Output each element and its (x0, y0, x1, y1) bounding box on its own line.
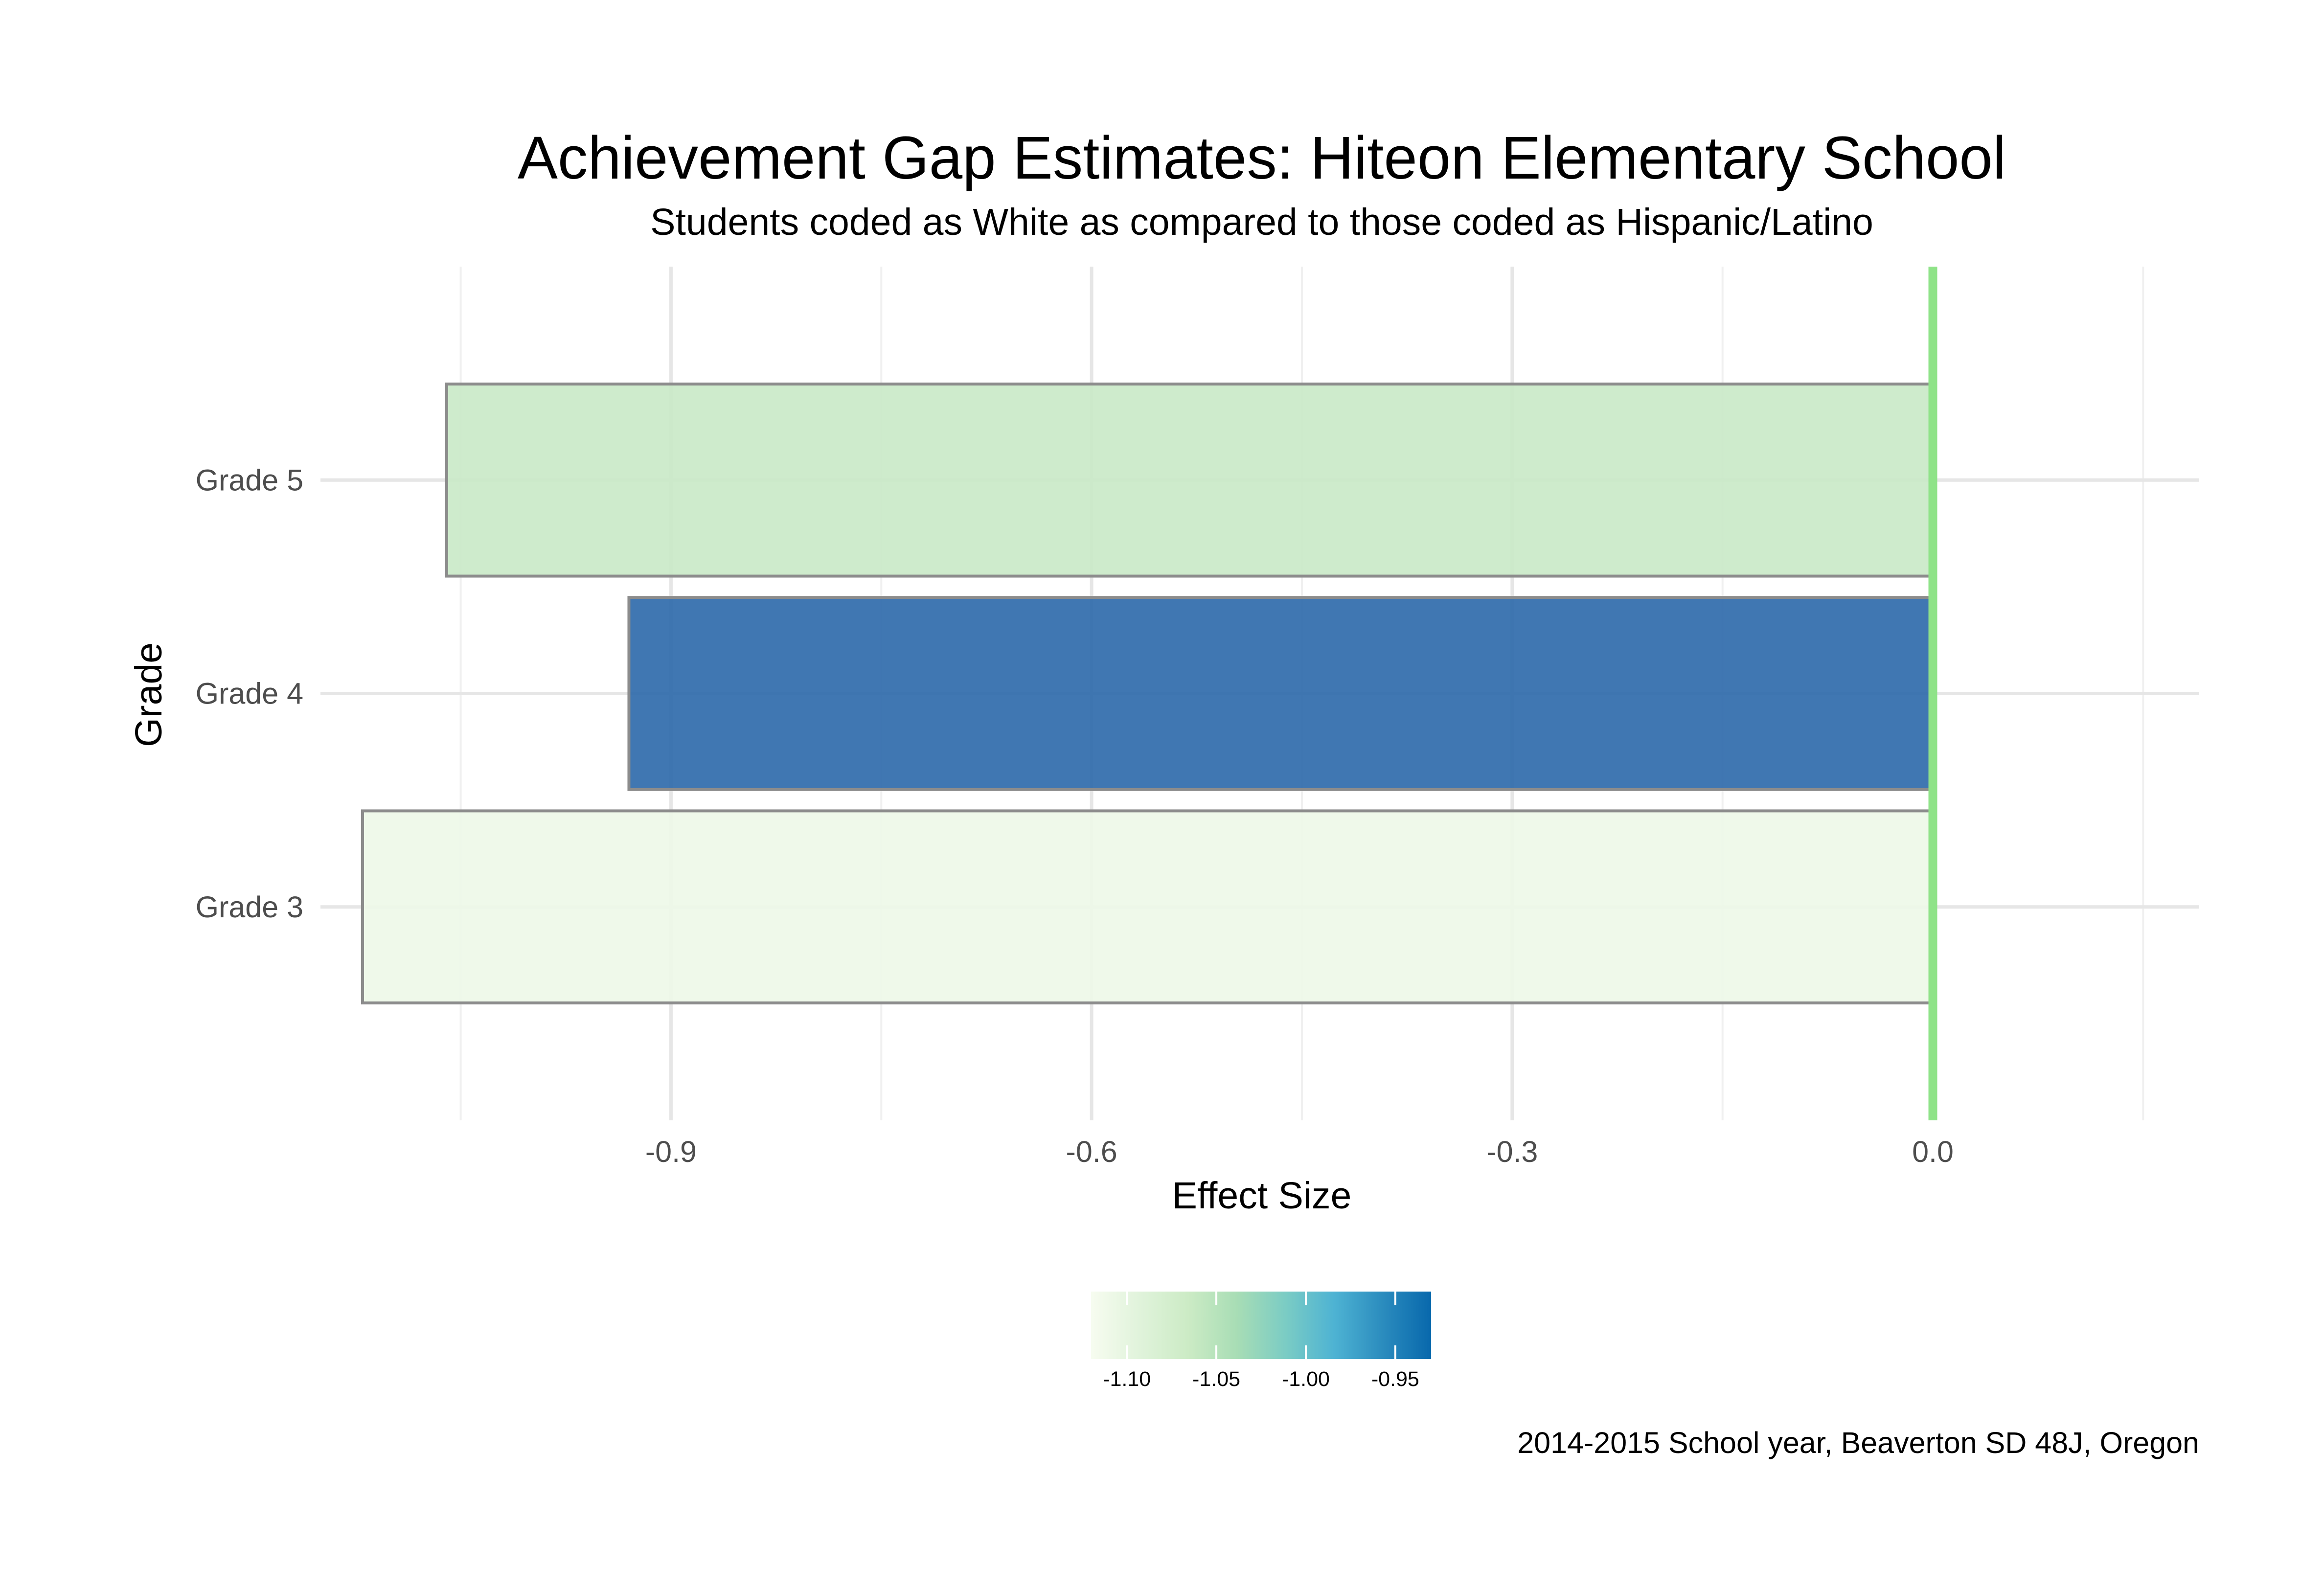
chart-title: Achievement Gap Estimates: Hiteon Elemen… (518, 125, 2006, 192)
bar-grade-3 (361, 809, 1935, 1005)
colorbar-tick-label: -1.10 (1103, 1367, 1151, 1391)
x-tick-label: -0.9 (645, 1135, 697, 1168)
x-tick-labels: -0.9 -0.6 -0.3 0.0 (645, 1135, 1954, 1168)
colorbar (1091, 1292, 1431, 1359)
y-axis-title: Grade (128, 642, 170, 747)
bar-grade-5 (445, 382, 1935, 578)
chart-subtitle: Students coded as White as compared to t… (650, 201, 1873, 243)
x-tick-label: -0.6 (1066, 1135, 1117, 1168)
chart-caption: 2014-2015 School year, Beaverton SD 48J,… (1517, 1426, 2199, 1459)
colorbar-tick-label: -1.00 (1282, 1367, 1330, 1391)
y-tick-label: Grade 4 (196, 677, 303, 710)
bar-grade-4 (627, 596, 1935, 791)
bars (361, 382, 1935, 1005)
x-tick-label: 0.0 (1912, 1135, 1954, 1168)
x-tick-label: -0.3 (1486, 1135, 1538, 1168)
y-tick-label: Grade 3 (196, 890, 303, 924)
x-axis-title: Effect Size (1172, 1175, 1352, 1217)
color-legend: -1.10 -1.05 -1.00 -0.95 (1091, 1292, 1431, 1391)
colorbar-tick-label: -1.05 (1192, 1367, 1240, 1391)
y-tick-label: Grade 5 (196, 463, 303, 497)
y-tick-labels: Grade 3 Grade 4 Grade 5 (196, 463, 303, 924)
colorbar-tick-label: -0.95 (1371, 1367, 1419, 1391)
